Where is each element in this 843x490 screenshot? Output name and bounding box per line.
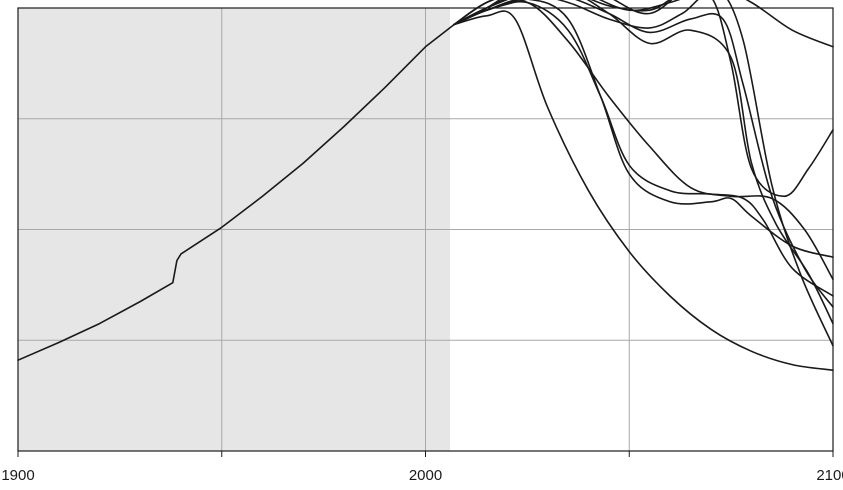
x-axis-ticks: 1900 2000 2100 bbox=[1, 451, 843, 484]
projection-line-6 bbox=[453, 0, 834, 325]
x-tick-label: 1900 bbox=[1, 467, 34, 484]
projection-line-1 bbox=[453, 10, 834, 371]
projection-line-10 bbox=[453, 0, 834, 281]
series-lines bbox=[17, 0, 834, 371]
projection-line-5 bbox=[453, 0, 834, 347]
projection-line-9 bbox=[453, 0, 834, 258]
projection-line-3 bbox=[453, 0, 834, 48]
x-tick-label: 2100 bbox=[816, 467, 843, 484]
projection-line-8 bbox=[453, 0, 834, 297]
projection-line-4 bbox=[453, 0, 834, 198]
historical-line bbox=[17, 23, 455, 361]
grid bbox=[18, 8, 833, 451]
x-tick-label: 2000 bbox=[409, 467, 442, 484]
projection-line-7 bbox=[453, 0, 834, 308]
